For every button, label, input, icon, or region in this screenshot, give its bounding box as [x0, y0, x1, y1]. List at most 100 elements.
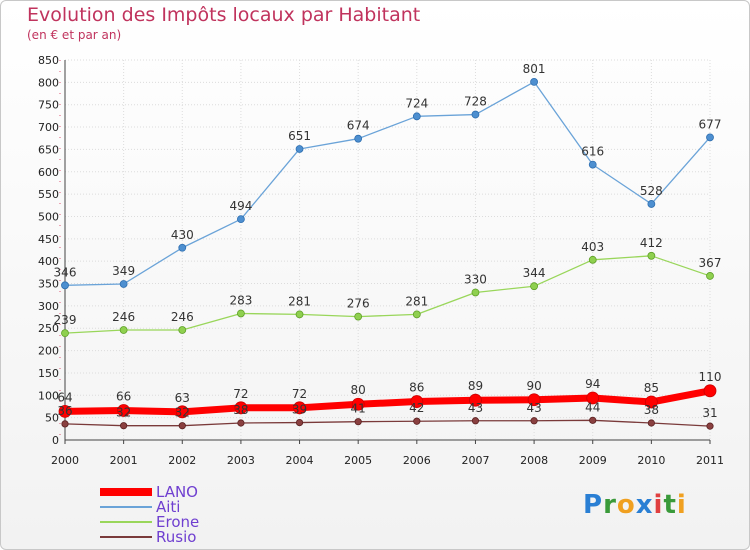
logo-letter: i — [676, 490, 687, 520]
data-label-aiti: 801 — [523, 62, 546, 76]
data-label-lano: 110 — [699, 370, 722, 384]
y-tick-label: 150 — [38, 367, 59, 380]
data-label-erone: 281 — [288, 294, 311, 308]
point-lano — [644, 395, 658, 409]
x-tick-label: 2010 — [637, 454, 665, 467]
data-label-aiti: 616 — [581, 145, 604, 159]
data-label-lano: 72 — [233, 387, 248, 401]
y-tick-label: 750 — [38, 99, 59, 112]
x-tick-label: 2003 — [227, 454, 255, 467]
point-erone — [412, 310, 421, 319]
point-rusio — [61, 420, 69, 428]
x-tick-label: 2007 — [461, 454, 489, 467]
data-label-erone: 283 — [229, 293, 252, 307]
data-label-lano: 66 — [116, 389, 131, 403]
y-tick-label: 300 — [38, 300, 59, 313]
point-aiti — [706, 133, 714, 142]
point-lano — [117, 404, 131, 417]
y-tick-label: 850 — [38, 54, 59, 67]
point-aiti — [647, 200, 656, 208]
point-lano — [351, 397, 365, 411]
data-label-erone: 412 — [640, 236, 663, 250]
point-erone — [471, 288, 480, 297]
y-tick-label: 700 — [38, 121, 59, 134]
data-label-rusio: 43 — [468, 401, 483, 415]
data-label-erone: 403 — [581, 240, 604, 254]
x-tick-label: 2011 — [696, 454, 724, 467]
point-erone — [119, 326, 128, 334]
data-label-lano: 94 — [585, 377, 600, 391]
point-aiti — [530, 78, 538, 86]
point-lano — [527, 393, 541, 407]
point-aiti — [237, 215, 245, 224]
data-label-lano: 80 — [351, 383, 366, 397]
grid — [64, 59, 711, 441]
data-label-erone: 276 — [347, 297, 370, 311]
data-label-erone: 367 — [699, 256, 722, 270]
point-lano — [175, 405, 189, 419]
data-label-lano: 86 — [409, 381, 424, 395]
data-label-rusio: 31 — [702, 406, 717, 420]
y-tick-label: 0 — [52, 434, 59, 447]
point-rusio — [413, 417, 421, 425]
data-label-rusio: 41 — [351, 402, 366, 416]
series-line-lano — [64, 387, 711, 416]
data-label-aiti: 677 — [699, 117, 722, 131]
data-label-aiti: 430 — [171, 228, 194, 242]
x-tick-label: 2005 — [344, 454, 372, 467]
point-lano — [703, 384, 717, 398]
y-tick-label: 100 — [38, 389, 59, 402]
y-tick-label: 350 — [38, 278, 59, 291]
point-rusio — [589, 416, 597, 424]
data-label-lano: 90 — [526, 379, 541, 393]
chart-title: Evolution des Impôts locaux par Habitant — [27, 4, 421, 26]
data-label-aiti: 346 — [54, 265, 77, 279]
data-label-aiti: 349 — [112, 264, 135, 278]
point-lano — [586, 391, 600, 405]
legend-label-lano: LANO — [156, 483, 198, 501]
data-label-erone: 246 — [171, 310, 194, 324]
x-tick-label: 2001 — [110, 454, 138, 467]
data-label-rusio: 32 — [175, 406, 190, 420]
point-erone — [354, 312, 363, 321]
data-label-rusio: 38 — [644, 403, 659, 417]
point-lano — [469, 393, 482, 407]
x-tick-label: 2009 — [579, 454, 607, 467]
point-aiti — [178, 243, 187, 252]
axes: 0 50 100 150 200 250 300 350 400 450 500 550 600 650 7… — [38, 54, 724, 467]
x-tick-label: 2008 — [520, 454, 548, 467]
point-lano — [410, 395, 424, 408]
x-tick-label: 2006 — [403, 454, 431, 467]
data-label-rusio: 44 — [585, 400, 600, 414]
data-label-erone: 239 — [54, 313, 77, 327]
y-tick-label: 800 — [38, 76, 59, 89]
point-aiti — [471, 110, 480, 119]
logo-letter: r — [603, 490, 617, 520]
data-label-aiti: 528 — [640, 184, 663, 198]
x-tick-label: 2000 — [51, 454, 79, 467]
y-tick-label: 550 — [38, 188, 59, 201]
point-rusio — [295, 418, 304, 427]
data-label-rusio: 32 — [116, 406, 131, 420]
point-lano — [234, 401, 248, 415]
series-line-rusio — [64, 419, 711, 427]
point-aiti — [295, 145, 304, 153]
point-aiti — [61, 281, 69, 290]
data-label-aiti: 674 — [347, 119, 370, 133]
legend-label-erone: Erone — [156, 513, 199, 531]
legend-label-aiti: Aiti — [156, 498, 180, 516]
y-tick-label: 250 — [38, 322, 59, 335]
data-label-lano: 63 — [175, 391, 190, 405]
legend-label-rusio: Rusio — [156, 528, 196, 546]
point-rusio — [354, 418, 362, 426]
y-tick-label: 50 — [45, 412, 59, 425]
logo-letter: x — [635, 490, 654, 520]
point-erone — [588, 255, 597, 264]
point-rusio — [471, 417, 480, 425]
y-tick-label: 400 — [38, 255, 59, 268]
point-erone — [237, 309, 245, 318]
point-erone — [61, 329, 69, 338]
y-tick-label: 600 — [38, 166, 59, 179]
